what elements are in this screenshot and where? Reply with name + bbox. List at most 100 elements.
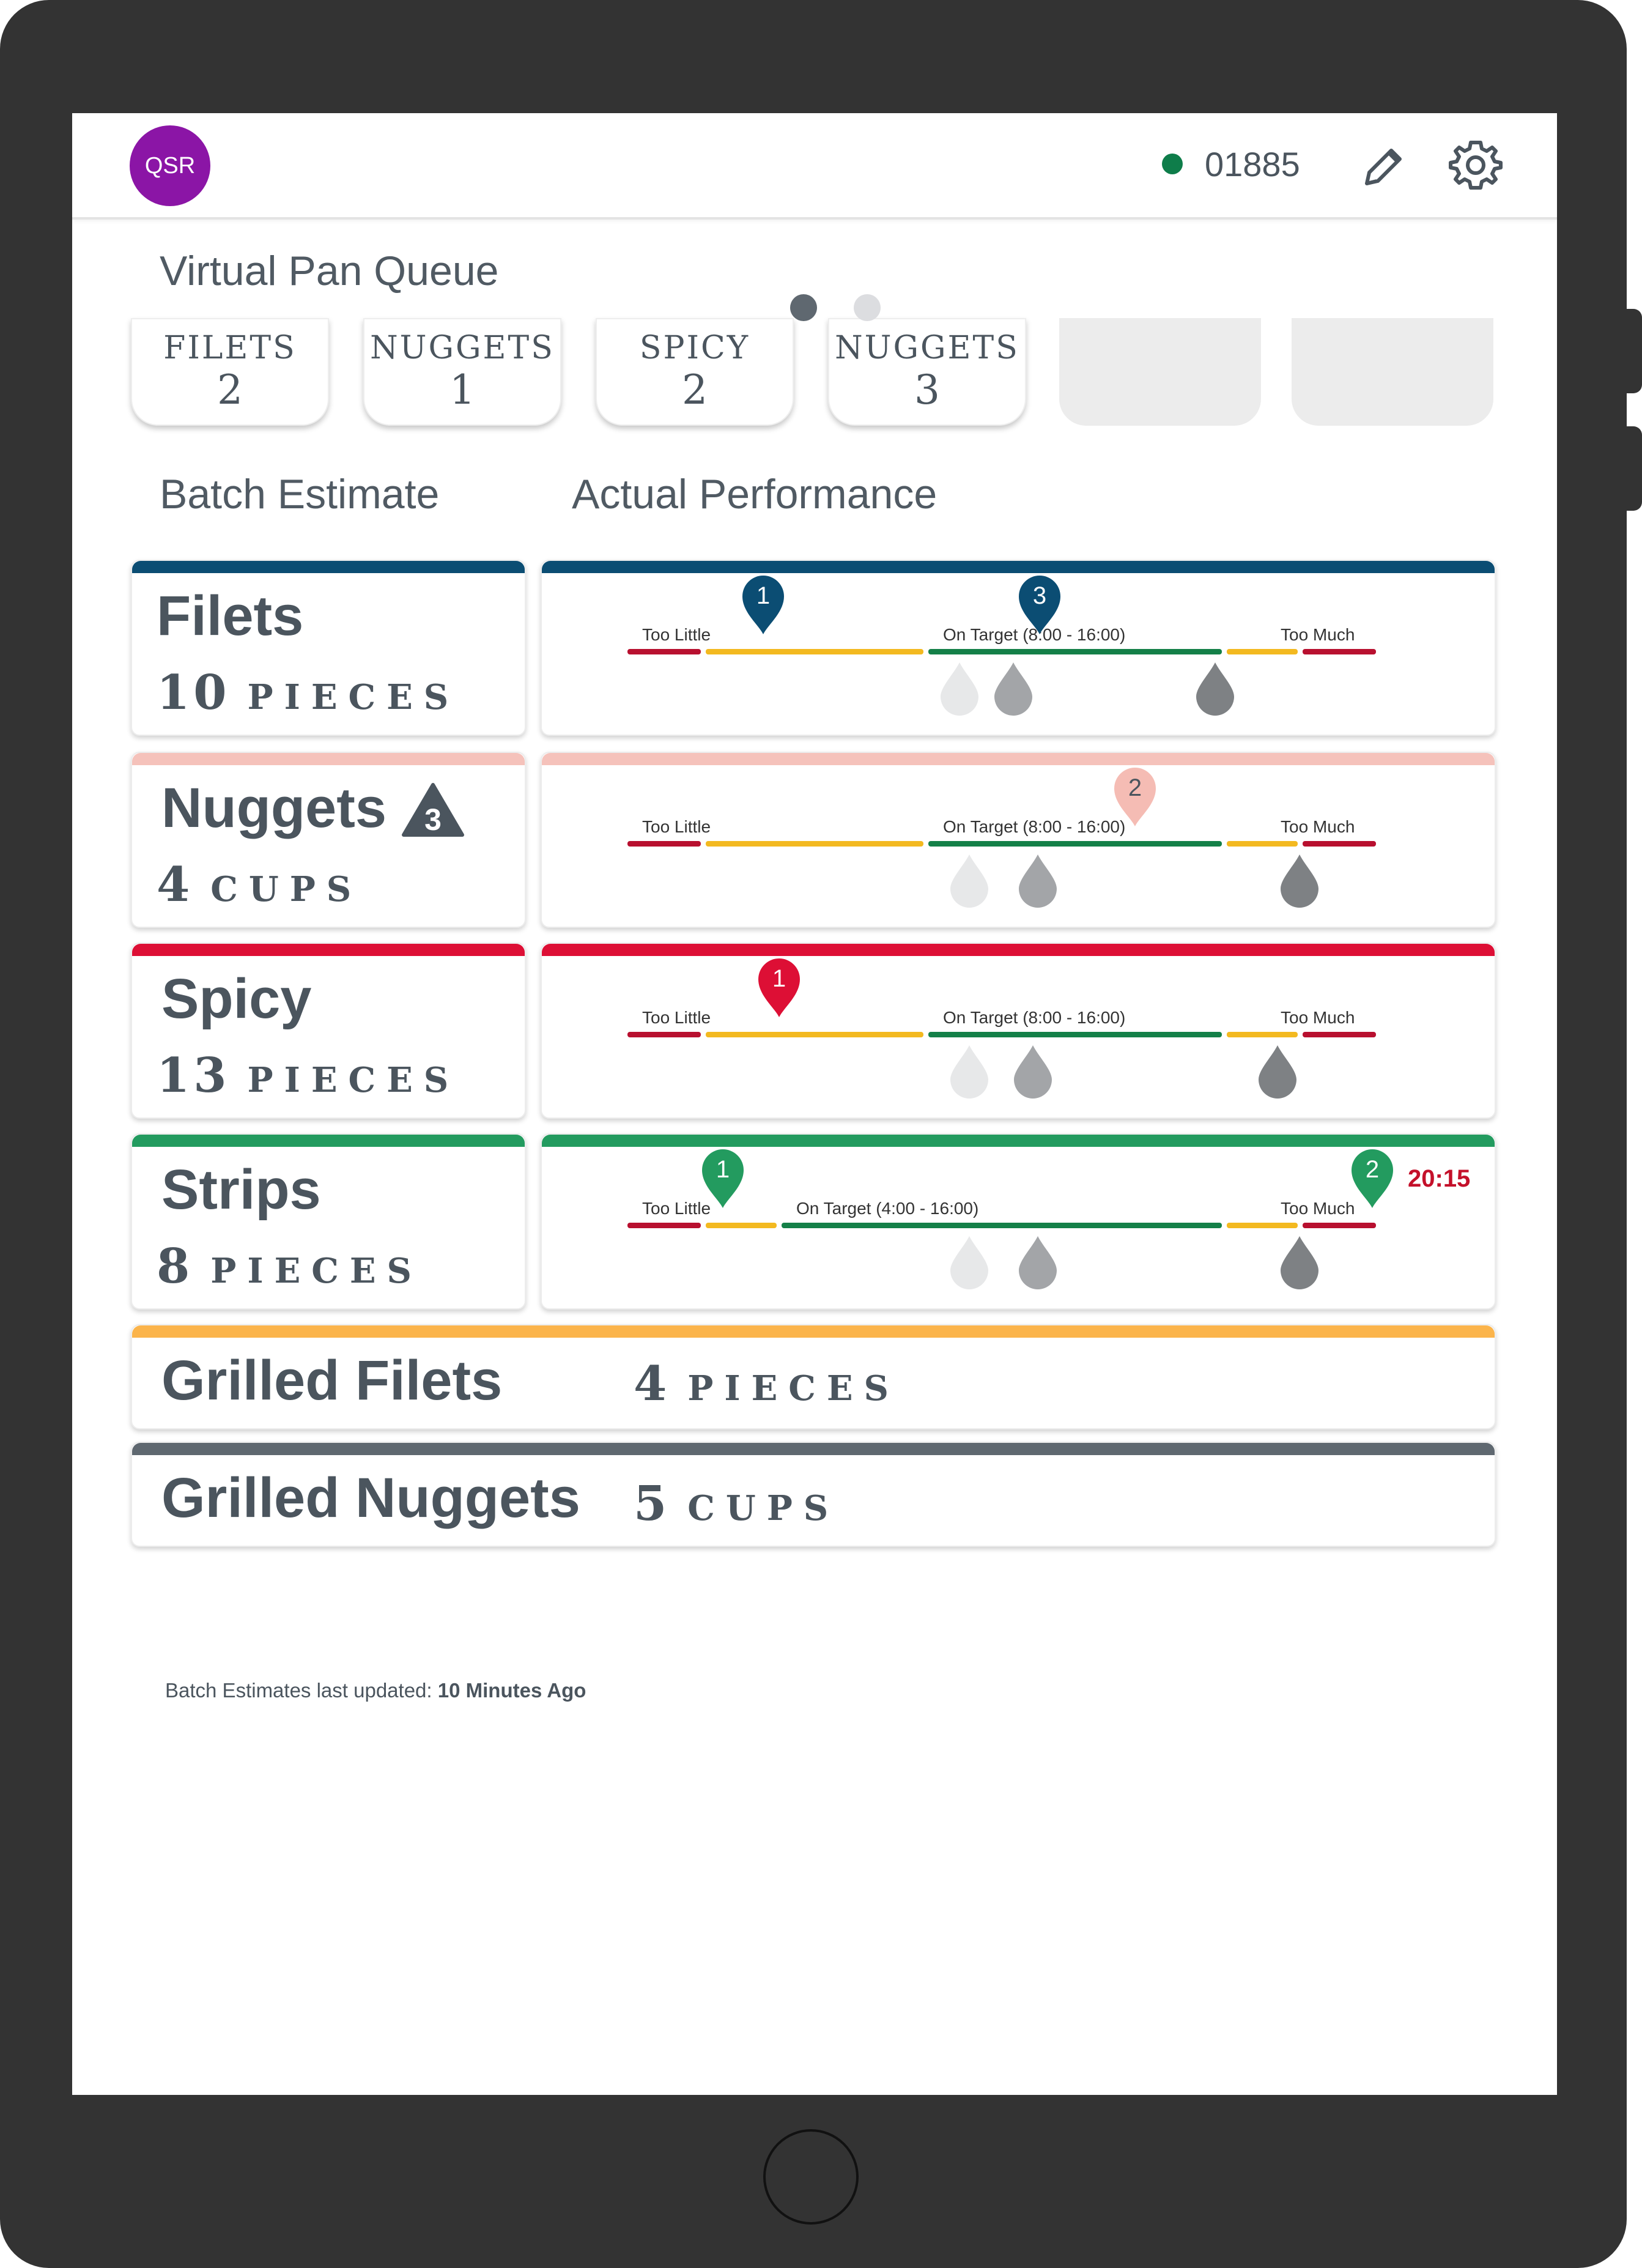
range-on-target-bar xyxy=(782,1223,1222,1228)
quantity-value: 10 xyxy=(157,665,231,721)
queue-card-label: NUGGETS xyxy=(835,330,1019,366)
range-high-bar xyxy=(1227,649,1298,654)
item-name: Grilled Nuggets xyxy=(161,1467,580,1529)
range-too-little-bar xyxy=(627,841,701,847)
marker-number: 1 xyxy=(772,965,786,992)
item-quantity: 5 CUPS xyxy=(634,1476,839,1532)
marker-number: 2 xyxy=(1366,1156,1379,1183)
too-much-label: Too Much xyxy=(1281,625,1355,644)
range-high-bar xyxy=(1227,841,1298,847)
quantity-value: 13 xyxy=(157,1048,231,1103)
item-quantity: 4 CUPS xyxy=(157,857,362,913)
drop-dark-icon xyxy=(1281,854,1318,908)
batch-card-grilled-filets[interactable]: Grilled Filets 4 PIECES xyxy=(131,1324,1496,1429)
range-too-much-bar xyxy=(1303,1223,1376,1228)
batch-marker-pin-icon[interactable]: 2 xyxy=(1112,765,1158,829)
batch-marker-pin-icon[interactable]: 1 xyxy=(700,1147,746,1210)
queue-card-label: NUGGETS xyxy=(370,330,555,366)
edit-pencil-icon[interactable] xyxy=(1356,139,1411,194)
quantity-unit: PIECES xyxy=(687,1368,900,1409)
performance-card-filets[interactable]: Too Little On Target (8:00 - 16:00) Too … xyxy=(541,560,1496,736)
range-high-bar xyxy=(1227,1223,1298,1228)
queue-card-count: 2 xyxy=(682,366,708,413)
performance-card-strips[interactable]: Too Little On Target (4:00 - 16:00) Too … xyxy=(541,1133,1496,1310)
too-little-label: Too Little xyxy=(642,1008,711,1027)
drop-medium-icon xyxy=(1014,1045,1052,1099)
page-indicator[interactable] xyxy=(854,294,881,321)
quantity-value: 5 xyxy=(634,1476,671,1532)
range-too-little-bar xyxy=(627,1223,701,1228)
quantity-unit: CUPS xyxy=(210,869,363,910)
queue-card-count: 2 xyxy=(217,366,243,413)
quantity-unit: PIECES xyxy=(247,1060,460,1100)
range-on-target-bar xyxy=(928,841,1222,847)
batch-card-nuggets[interactable]: Nuggets 3 4 CUPS xyxy=(131,752,526,928)
item-quantity: 10 PIECES xyxy=(157,665,459,721)
drop-dark-icon xyxy=(1259,1045,1296,1099)
queue-card[interactable]: SPICY 2 xyxy=(596,318,794,426)
range-too-much-bar xyxy=(1303,1032,1376,1037)
marker-number: 1 xyxy=(716,1156,730,1183)
drop-dark-icon xyxy=(1281,1236,1318,1289)
batch-marker-pin-icon[interactable]: 1 xyxy=(740,573,786,637)
volume-up-button xyxy=(1624,309,1642,393)
quantity-unit: PIECES xyxy=(247,677,460,717)
item-name: Grilled Filets xyxy=(161,1349,503,1412)
last-updated-label: Batch Estimates last updated: xyxy=(165,1679,432,1702)
batch-marker-pin-icon[interactable]: 3 xyxy=(1016,573,1063,637)
range-on-target-bar xyxy=(928,649,1222,654)
batch-marker-pin-icon[interactable]: 2 xyxy=(1349,1147,1396,1210)
item-quantity: 13 PIECES xyxy=(157,1048,459,1103)
performance-card-color-bar xyxy=(542,561,1495,573)
on-target-label: On Target (8:00 - 16:00) xyxy=(943,625,1126,644)
online-status-dot xyxy=(1162,154,1183,174)
drop-medium-icon xyxy=(994,662,1032,716)
queue-empty-slot xyxy=(1059,318,1261,426)
quantity-value: 4 xyxy=(634,1356,671,1412)
queue-card-count: 3 xyxy=(914,366,940,413)
quantity-unit: PIECES xyxy=(210,1251,423,1291)
range-low-bar xyxy=(706,1223,777,1228)
batch-card-strips[interactable]: Strips 8 PIECES xyxy=(131,1133,526,1310)
home-button[interactable] xyxy=(763,2129,859,2225)
on-target-label: On Target (4:00 - 16:00) xyxy=(796,1199,979,1218)
drop-light-icon xyxy=(950,1045,988,1099)
queue-empty-slot xyxy=(1292,318,1493,426)
batch-card-filets[interactable]: Filets 10 PIECES xyxy=(131,560,526,736)
range-low-bar xyxy=(706,841,923,847)
range-low-bar xyxy=(706,1032,923,1037)
drop-dark-icon xyxy=(1196,662,1234,716)
batch-card-spicy[interactable]: Spicy 13 PIECES xyxy=(131,943,526,1119)
batch-card-color-bar xyxy=(132,753,525,765)
range-high-bar xyxy=(1227,1032,1298,1037)
marker-number: 1 xyxy=(756,582,770,609)
range-low-bar xyxy=(706,649,923,654)
range-too-much-bar xyxy=(1303,649,1376,654)
batch-card-grilled-nuggets[interactable]: Grilled Nuggets 5 CUPS xyxy=(131,1442,1496,1547)
page-indicator-active[interactable] xyxy=(790,294,817,321)
queue-card-label: SPICY xyxy=(639,330,750,366)
store-id: 01885 xyxy=(1205,145,1300,183)
queue-card[interactable]: FILETS 2 xyxy=(131,318,329,426)
range-too-much-bar xyxy=(1303,841,1376,847)
avatar[interactable]: QSR xyxy=(130,125,210,206)
item-name: Strips xyxy=(161,1158,321,1221)
item-name: Nuggets xyxy=(161,777,386,839)
item-name: Filets xyxy=(157,585,304,647)
performance-card-color-bar xyxy=(542,753,1495,765)
performance-card-spicy[interactable]: Too Little On Target (8:00 - 16:00) Too … xyxy=(541,943,1496,1119)
item-name: Spicy xyxy=(161,968,312,1030)
batch-card-color-bar xyxy=(132,1443,1495,1455)
performance-card-nuggets[interactable]: Too Little On Target (8:00 - 16:00) Too … xyxy=(541,752,1496,928)
alert-count: 3 xyxy=(424,802,442,837)
on-target-label: On Target (8:00 - 16:00) xyxy=(943,817,1126,836)
settings-gear-icon[interactable] xyxy=(1448,138,1503,193)
batch-marker-pin-icon[interactable]: 1 xyxy=(756,956,802,1020)
range-too-little-bar xyxy=(627,1032,701,1037)
queue-card-label: FILETS xyxy=(163,330,297,366)
pan-queue-title: Virtual Pan Queue xyxy=(160,248,499,294)
queue-card[interactable]: NUGGETS 1 xyxy=(363,318,561,426)
batch-card-color-bar xyxy=(132,1135,525,1147)
too-little-label: Too Little xyxy=(642,625,711,644)
queue-card[interactable]: NUGGETS 3 xyxy=(828,318,1026,426)
